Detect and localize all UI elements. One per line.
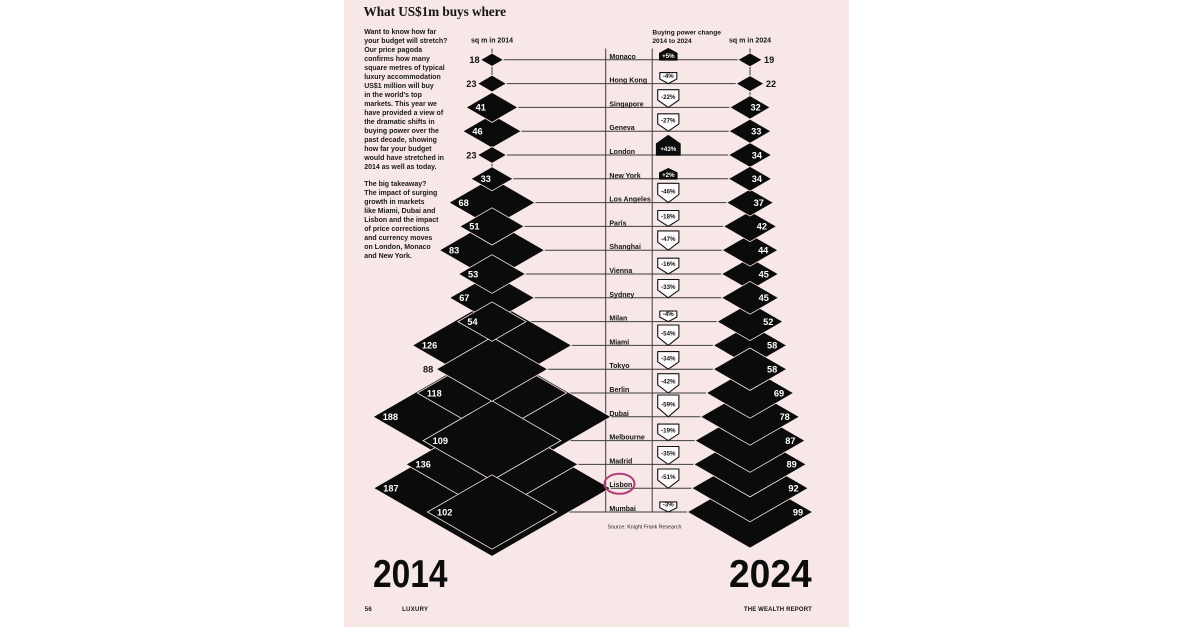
svg-text:23: 23	[466, 79, 476, 89]
svg-text:187: 187	[383, 484, 398, 494]
svg-text:51: 51	[469, 222, 479, 232]
svg-text:Melbourne: Melbourne	[609, 435, 644, 442]
svg-text:-51%: -51%	[661, 474, 676, 481]
svg-text:sq m in 2014: sq m in 2014	[471, 38, 513, 45]
svg-text:Buying power change: Buying power change	[652, 30, 721, 37]
svg-text:118: 118	[427, 388, 442, 398]
svg-text:-18%: -18%	[661, 214, 676, 221]
svg-text:+43%: +43%	[660, 146, 676, 153]
svg-text:18: 18	[469, 55, 479, 65]
svg-text:-42%: -42%	[661, 379, 676, 386]
svg-text:-4%: -4%	[663, 311, 674, 318]
svg-text:87: 87	[785, 436, 795, 446]
svg-text:54: 54	[467, 317, 478, 327]
svg-text:London: London	[609, 149, 635, 156]
svg-text:136: 136	[416, 460, 431, 470]
svg-text:102: 102	[437, 507, 452, 517]
svg-text:34: 34	[752, 174, 763, 184]
svg-text:-33%: -33%	[661, 284, 676, 291]
svg-text:37: 37	[754, 198, 764, 208]
svg-text:67: 67	[459, 293, 469, 303]
svg-text:Madrid: Madrid	[609, 458, 632, 465]
svg-text:32: 32	[750, 103, 760, 113]
svg-text:-4%: -4%	[663, 73, 674, 80]
svg-text:-3%: -3%	[663, 502, 674, 509]
svg-text:Paris: Paris	[609, 220, 626, 227]
svg-text:-34%: -34%	[661, 356, 676, 363]
svg-text:Hong Kong: Hong Kong	[609, 78, 647, 85]
svg-text:Milan: Milan	[609, 316, 627, 323]
svg-text:New York: New York	[609, 173, 640, 180]
svg-text:Lisbon: Lisbon	[609, 482, 632, 489]
svg-text:sq m in 2024: sq m in 2024	[729, 38, 771, 45]
svg-text:Los Angeles: Los Angeles	[609, 197, 650, 204]
svg-text:45: 45	[759, 269, 769, 279]
svg-text:46: 46	[472, 127, 482, 137]
svg-text:188: 188	[383, 412, 398, 422]
svg-text:83: 83	[449, 246, 459, 256]
svg-text:-16%: -16%	[661, 261, 676, 268]
svg-text:42: 42	[757, 222, 767, 232]
svg-text:Singapore: Singapore	[609, 101, 643, 108]
svg-text:Miami: Miami	[609, 339, 629, 346]
svg-text:68: 68	[459, 198, 469, 208]
svg-text:22: 22	[766, 79, 776, 89]
svg-text:88: 88	[423, 365, 433, 375]
svg-text:-22%: -22%	[661, 94, 676, 101]
svg-text:Mumbai: Mumbai	[609, 506, 636, 513]
svg-text:44: 44	[758, 246, 769, 256]
svg-text:-47%: -47%	[661, 236, 676, 243]
svg-text:-59%: -59%	[661, 401, 676, 408]
svg-text:+2%: +2%	[662, 172, 675, 179]
svg-text:34: 34	[752, 150, 763, 160]
svg-text:Dubai: Dubai	[609, 411, 629, 418]
svg-text:78: 78	[780, 412, 790, 422]
svg-text:-19%: -19%	[661, 428, 676, 435]
svg-text:41: 41	[476, 103, 486, 113]
svg-text:Geneva: Geneva	[609, 125, 634, 132]
svg-text:19: 19	[764, 55, 774, 65]
svg-text:53: 53	[468, 269, 478, 279]
svg-text:23: 23	[466, 150, 476, 160]
svg-text:-35%: -35%	[661, 451, 676, 458]
svg-text:126: 126	[422, 341, 437, 351]
svg-text:Shanghai: Shanghai	[609, 244, 641, 251]
svg-text:52: 52	[763, 317, 773, 327]
svg-text:33: 33	[751, 127, 761, 137]
svg-text:58: 58	[767, 365, 777, 375]
svg-text:Source: Knight Frank Research: Source: Knight Frank Research	[608, 525, 682, 531]
svg-text:45: 45	[759, 293, 769, 303]
svg-text:109: 109	[433, 436, 448, 446]
svg-text:99: 99	[793, 507, 803, 517]
svg-text:89: 89	[786, 460, 796, 470]
svg-text:Tokyo: Tokyo	[609, 363, 629, 370]
svg-text:Vienna: Vienna	[609, 268, 632, 275]
svg-text:Sydney: Sydney	[609, 292, 634, 299]
svg-text:Monaco: Monaco	[609, 54, 635, 61]
svg-text:-46%: -46%	[661, 188, 676, 195]
svg-text:-27%: -27%	[661, 118, 676, 125]
svg-text:-54%: -54%	[661, 331, 676, 338]
svg-text:2014 to 2024: 2014 to 2024	[652, 38, 692, 45]
svg-text:69: 69	[774, 388, 784, 398]
svg-text:Berlin: Berlin	[609, 387, 629, 394]
svg-text:+5%: +5%	[662, 53, 675, 60]
svg-text:92: 92	[788, 484, 798, 494]
svg-text:58: 58	[767, 341, 777, 351]
svg-text:33: 33	[481, 174, 491, 184]
